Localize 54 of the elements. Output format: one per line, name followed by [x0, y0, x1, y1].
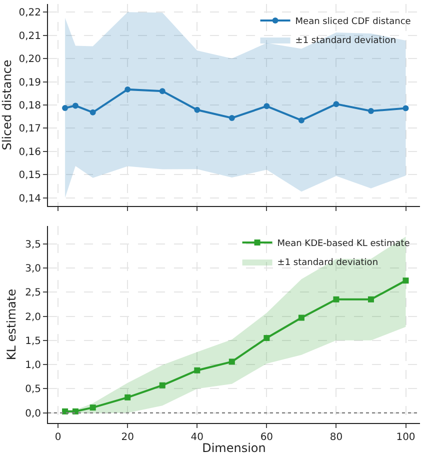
y-tick-label: 0,0 [25, 408, 41, 420]
y-tick-label: 3,0 [25, 264, 41, 275]
x-tick-label: 0 [54, 432, 62, 443]
y-tick-label: 0,22 [18, 8, 41, 19]
y-tick-label: 0,15 [18, 170, 41, 182]
point [368, 296, 374, 302]
annotation: ±1 standard deviation [295, 36, 396, 46]
y-axis-title: KL estimate [4, 288, 18, 360]
point [264, 103, 270, 110]
y-tick-label: 0,14 [18, 193, 41, 204]
x-tick-label: 80 [330, 432, 343, 443]
point [228, 115, 235, 121]
point [333, 296, 340, 302]
point [159, 382, 166, 388]
point [159, 88, 166, 94]
point [264, 335, 270, 342]
point [228, 358, 235, 365]
point [402, 278, 409, 284]
point [333, 101, 340, 108]
y-tick-label: 0,16 [18, 146, 41, 158]
point [298, 314, 304, 321]
x-tick-label: 100 [396, 432, 416, 443]
y-tick-label: 2,0 [25, 312, 41, 323]
y-tick-label: 0,17 [18, 124, 41, 135]
point [124, 394, 131, 400]
point [194, 106, 200, 113]
x-axis-title: Dimension [202, 441, 266, 455]
point [402, 105, 409, 112]
point [368, 108, 374, 114]
legend-label: Mean sliced CDF distance [295, 17, 412, 28]
annotation: ±1 standard deviation [277, 258, 378, 268]
x-tick-label: 40 [190, 432, 204, 443]
point [62, 408, 68, 414]
point [72, 102, 78, 109]
point [90, 109, 96, 116]
point [194, 367, 200, 374]
x-tick-label: 60 [260, 432, 274, 443]
y-tick-label: 0,20 [18, 54, 41, 66]
y-tick-label: 3,5 [25, 239, 41, 250]
y-tick-label: 0,19 [18, 77, 41, 88]
legend-label: Mean KDE-based KL estimate [277, 238, 410, 249]
y-tick-label: 1,5 [25, 336, 41, 347]
y-tick-label: 2,5 [25, 288, 41, 299]
point [90, 404, 96, 411]
point [62, 105, 68, 112]
y-tick-label: 0,18 [18, 100, 41, 112]
point [72, 408, 78, 414]
point [298, 117, 304, 124]
y-tick-label: 0,21 [18, 30, 41, 42]
x-tick-label: 20 [121, 432, 134, 443]
y-tick-label: 0,5 [25, 384, 41, 396]
y-axis-title: Sliced distance [0, 60, 14, 150]
point [124, 86, 131, 92]
y-tick-label: 1,0 [25, 360, 41, 372]
